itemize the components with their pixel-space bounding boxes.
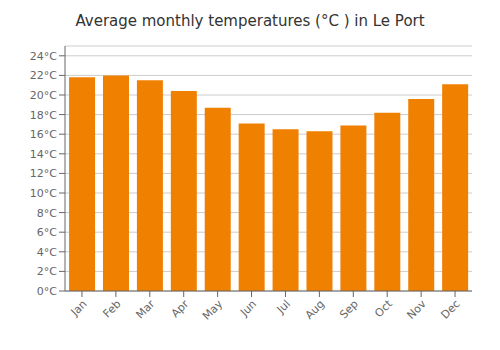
- svg-text:Oct: Oct: [372, 297, 395, 320]
- svg-text:16°C: 16°C: [30, 128, 57, 141]
- svg-text:Jan: Jan: [68, 297, 90, 319]
- svg-text:Dec: Dec: [438, 297, 462, 321]
- svg-text:Aug: Aug: [303, 297, 327, 321]
- svg-text:0°C: 0°C: [37, 285, 57, 298]
- svg-text:Mar: Mar: [134, 297, 158, 321]
- svg-text:4°C: 4°C: [37, 246, 57, 259]
- html-text:Average monthly temperatures (: Average monthly temperatures (°C ) in Le…: [75, 12, 425, 30]
- svg-text:22°C: 22°C: [30, 69, 57, 82]
- svg-text:6°C: 6°C: [37, 226, 57, 239]
- svg-text:10°C: 10°C: [30, 187, 57, 200]
- svg-text:12°C: 12°C: [30, 167, 57, 180]
- svg-text:Jul: Jul: [274, 297, 293, 316]
- svg-text:2°C: 2°C: [37, 265, 57, 278]
- svg-text:14°C: 14°C: [30, 148, 57, 161]
- svg-text:Sep: Sep: [337, 297, 361, 321]
- svg-text:Jun: Jun: [237, 297, 259, 319]
- svg-text:Feb: Feb: [101, 297, 124, 320]
- svg-text:18°C: 18°C: [30, 109, 57, 122]
- svg-text:24°C: 24°C: [30, 50, 57, 63]
- svg-text:Nov: Nov: [404, 297, 429, 322]
- svg-text:20°C: 20°C: [30, 89, 57, 102]
- svg-text:8°C: 8°C: [37, 207, 57, 220]
- svg-text:Apr: Apr: [169, 297, 192, 320]
- svg-text:May: May: [200, 297, 226, 323]
